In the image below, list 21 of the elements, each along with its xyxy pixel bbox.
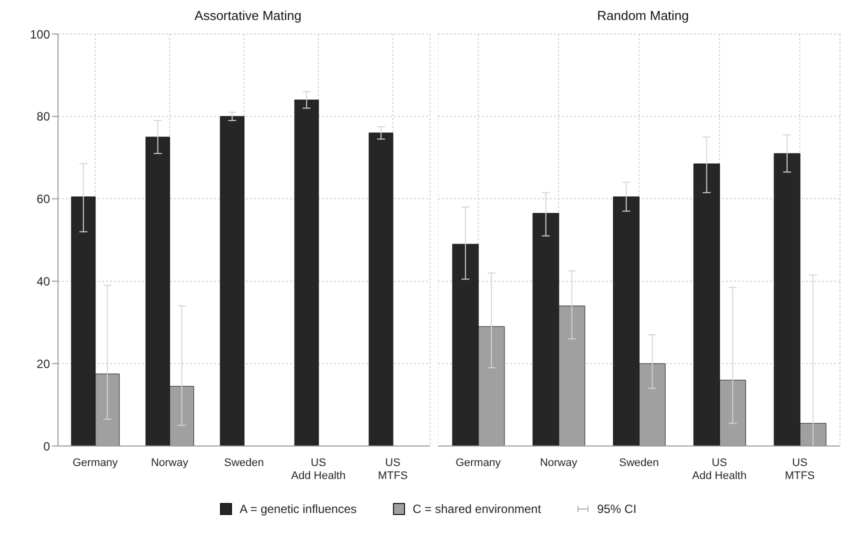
y-tick-label: 20 (36, 356, 50, 371)
x-tick-label: US MTFS (784, 457, 815, 482)
legend-label: A = genetic influences (240, 502, 357, 516)
text: 95% CI (597, 502, 636, 516)
y-tick-label: 100 (30, 27, 50, 42)
x-tick-label: Norway (150, 457, 189, 469)
y-tick-label: 80 (36, 110, 50, 124)
y-tick-label: 0 (43, 439, 50, 454)
x-tick-label: US Add Health (692, 457, 747, 482)
y-tick-label: 60 (36, 192, 50, 206)
chart-title: Random Mating (596, 8, 690, 25)
x-tick-label: Norway (540, 457, 578, 469)
x-tick-label: Sweden (224, 457, 264, 469)
x-tick-label: US Add Health (291, 457, 346, 482)
y-tick-label: 40 (36, 274, 50, 288)
x-tick-label: Germany (456, 457, 502, 469)
chart-title: Assortative Mating (194, 8, 302, 25)
x-tick-label: Sweden (619, 457, 659, 469)
legend-label: C = shared environment (412, 502, 542, 516)
x-tick-label: Germany (72, 457, 118, 469)
x-tick-label: US MTFS (378, 457, 408, 482)
